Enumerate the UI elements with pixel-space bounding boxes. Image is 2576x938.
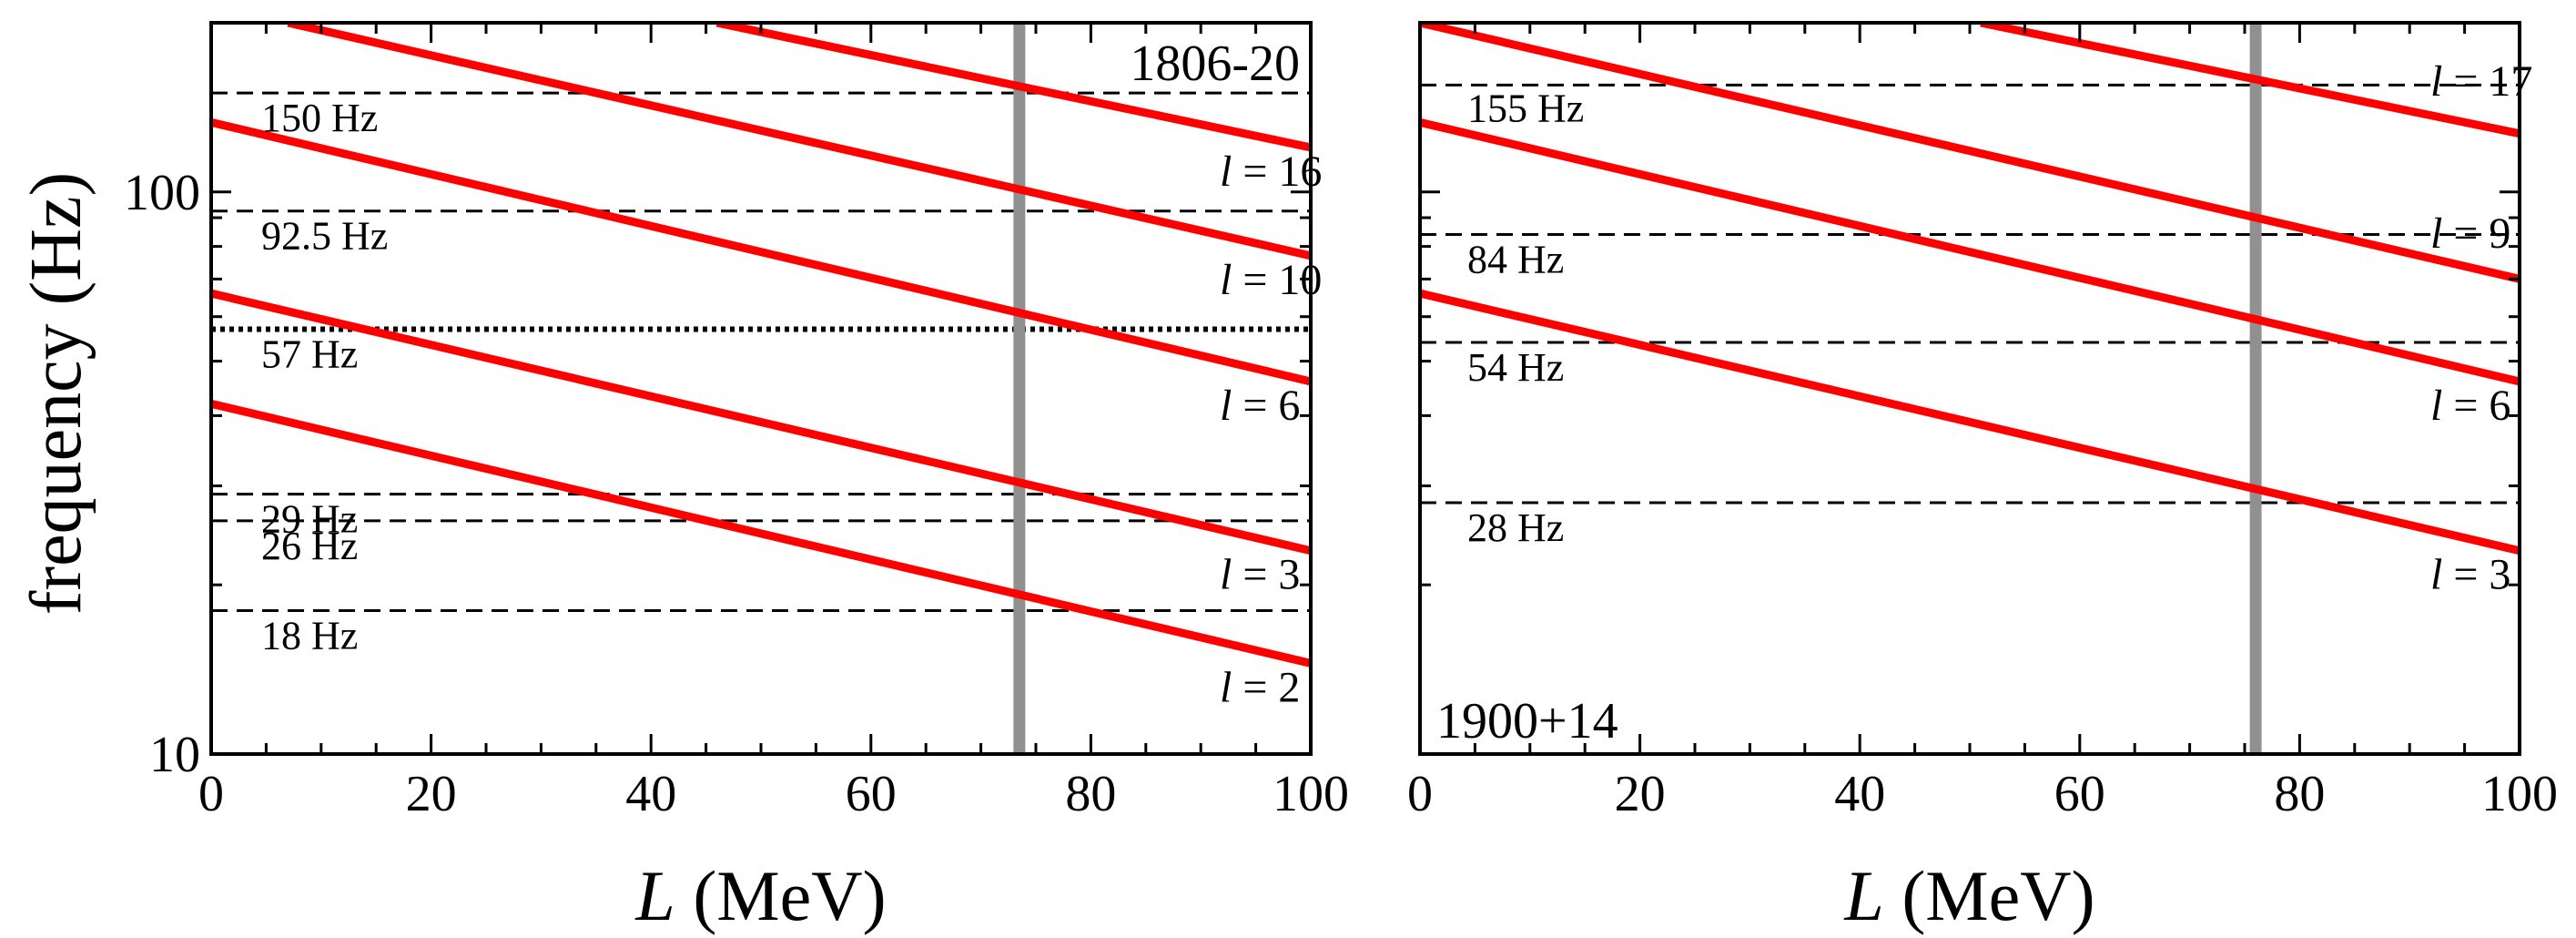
plot-area: [211, 23, 1311, 754]
y-tick-label: 100: [124, 165, 200, 221]
x-tick-label: 0: [198, 766, 224, 822]
x-tick-label: 40: [625, 766, 676, 822]
mode-label-var: l: [2430, 382, 2442, 430]
x-tick-label: 20: [1615, 766, 1666, 822]
reference-line-label: 57 Hz: [261, 331, 358, 376]
curve-l-3: [211, 289, 1311, 556]
mode-label-value: = 3: [2442, 551, 2510, 599]
mode-label: l = 10: [1220, 256, 1322, 304]
plot-frame: [1418, 21, 2521, 756]
reference-line-label: 18 Hz: [261, 613, 358, 658]
mode-label: l = 3: [1220, 551, 1300, 599]
mode-label-var: l: [2430, 209, 2442, 258]
reference-line-label: 155 Hz: [1467, 86, 1584, 130]
reference-line-label: 28 Hz: [1467, 505, 1564, 550]
x-axis-title: L (MeV): [1843, 856, 2094, 935]
mode-label-var: l: [1220, 551, 1232, 599]
x-tick-label: 100: [2481, 766, 2558, 822]
x-axis-title-unit: (MeV): [675, 856, 887, 935]
reference-line-label: 29 Hz: [261, 497, 358, 542]
panel-title: 1806-20: [1130, 36, 1300, 92]
mode-label-value: = 17: [2442, 57, 2532, 106]
reference-line-label: 26 Hz: [261, 524, 358, 568]
mode-label: l = 9: [2430, 209, 2510, 258]
curve-l-10: [287, 23, 1311, 260]
x-tick-label: 0: [1407, 766, 1433, 822]
x-tick-label: 80: [2274, 766, 2325, 822]
x-tick-label: 40: [1834, 766, 1885, 822]
mode-label: l = 6: [2430, 382, 2510, 430]
x-tick-label: 20: [406, 766, 457, 822]
x-axis-title: L (MeV): [634, 856, 886, 935]
mode-label-value: = 6: [1232, 382, 1300, 430]
mode-label-var: l: [1220, 663, 1232, 711]
curve-l-16: [715, 23, 1311, 152]
x-tick-label: 80: [1065, 766, 1116, 822]
y-tick-label: 10: [149, 727, 200, 783]
mode-label: l = 16: [1220, 148, 1322, 196]
curve-l-17: [1980, 23, 2520, 138]
x-axis-title-unit: (MeV): [1884, 856, 2095, 935]
curve-l-2: [211, 399, 1311, 668]
reference-line-label: 54 Hz: [1467, 345, 1564, 390]
mode-label: l = 3: [2430, 551, 2510, 599]
curve-l-6: [1420, 117, 2520, 386]
mode-label: l = 2: [1220, 663, 1300, 711]
curve-l-9: [1420, 23, 2520, 283]
plot-area: [1420, 23, 2520, 754]
x-tick-label: 60: [846, 766, 897, 822]
panel-title: 1900+14: [1436, 693, 1618, 749]
mode-label-var: l: [1220, 382, 1232, 430]
curve-l-6: [211, 117, 1311, 386]
mode-label: l = 17: [2430, 57, 2532, 106]
curve-l-3: [1420, 289, 2520, 556]
x-axis-title-var: L: [634, 856, 674, 935]
x-tick-label: 60: [2054, 766, 2105, 822]
mode-label-value: = 9: [2442, 209, 2510, 258]
mode-label-var: l: [2430, 551, 2442, 599]
mode-label-value: = 2: [1232, 663, 1300, 711]
mode-label-value: = 3: [1232, 551, 1300, 599]
mode-label-var: l: [1220, 256, 1232, 304]
mode-label: l = 6: [1220, 382, 1300, 430]
reference-line-label: 92.5 Hz: [261, 214, 388, 259]
reference-line-label: 84 Hz: [1467, 238, 1564, 282]
x-tick-label: 100: [1273, 766, 1349, 822]
mode-label-value: = 16: [1232, 148, 1322, 196]
x-axis-title-var: L: [1843, 856, 1883, 935]
mode-label-var: l: [1220, 148, 1232, 196]
y-axis-title: frequency (Hz): [16, 172, 96, 615]
mode-label-var: l: [2430, 57, 2442, 106]
reference-line-label: 150 Hz: [261, 96, 378, 140]
mode-label-value: = 6: [2442, 382, 2510, 430]
